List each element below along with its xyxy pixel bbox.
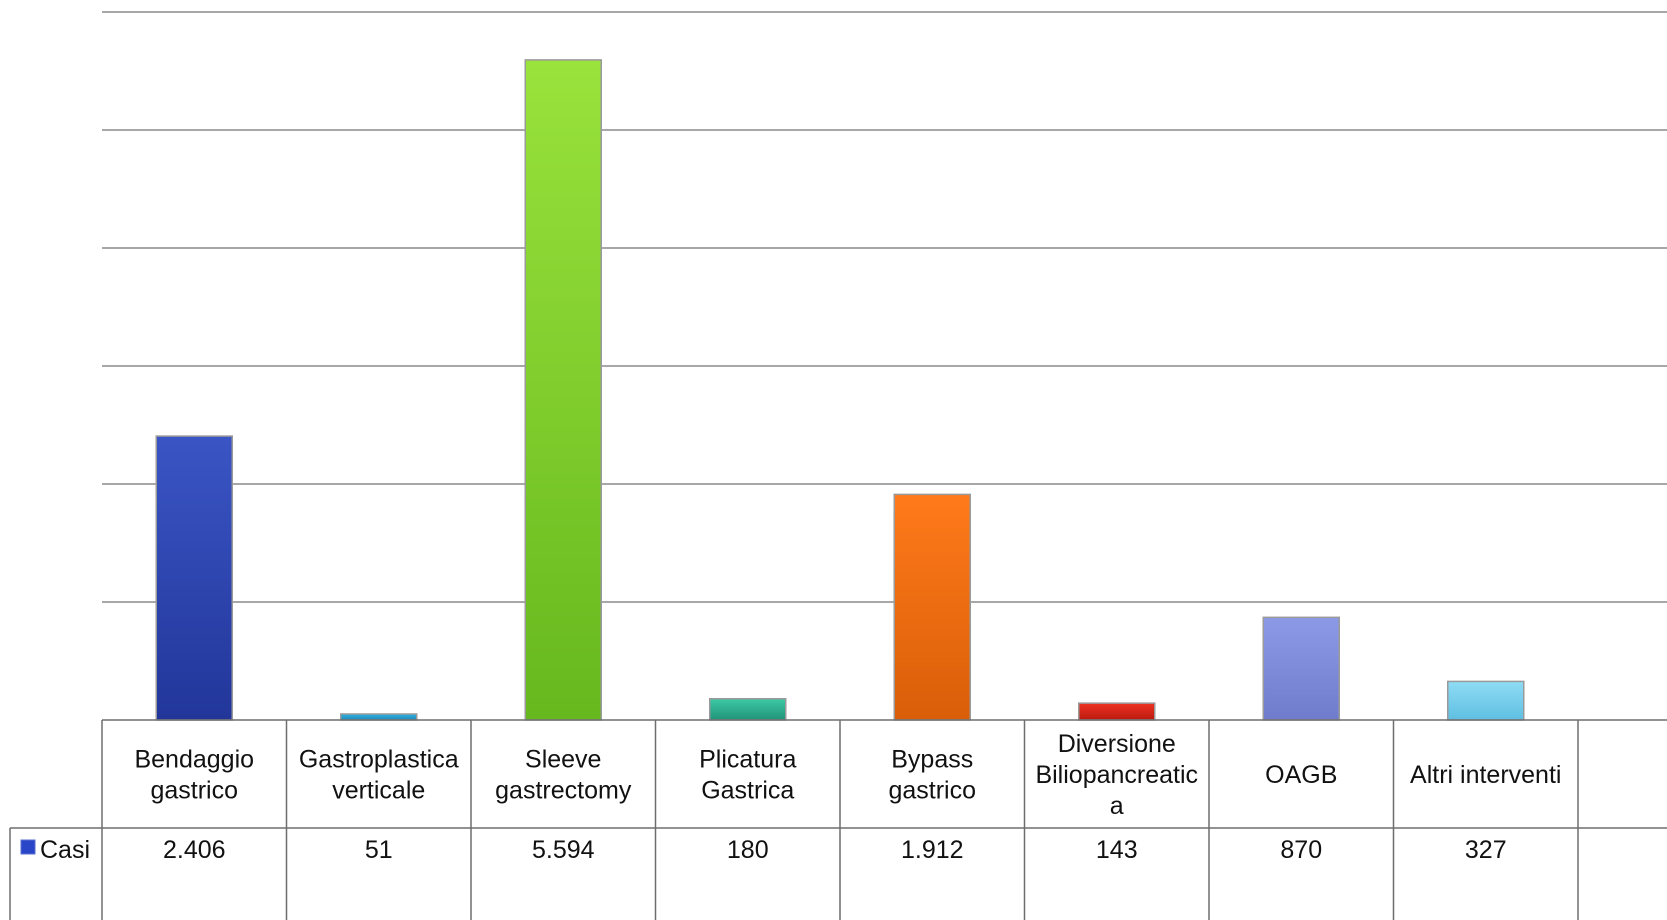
gridlines xyxy=(102,11,1667,603)
category-label-line: Sleeve xyxy=(525,746,601,774)
category-label: Diversione Biliopancreatic a xyxy=(1035,730,1198,820)
data-label: 1.912 xyxy=(901,836,964,864)
bar xyxy=(524,59,602,721)
bar xyxy=(893,493,971,721)
bar xyxy=(709,698,787,721)
category-label: Sleeve gastrectomy xyxy=(495,746,632,805)
bar xyxy=(1447,680,1525,721)
data-label: 51 xyxy=(365,836,393,864)
bar xyxy=(155,435,233,721)
legend-swatch xyxy=(20,839,36,855)
category-label: Altri interventi xyxy=(1410,761,1561,789)
category-label-line: Diversione xyxy=(1058,730,1176,758)
category-label-line: gastrico xyxy=(888,777,976,805)
category-label-line: gastrectomy xyxy=(495,777,632,805)
category-label-line: verticale xyxy=(332,777,425,805)
category-label-line: Gastroplastica xyxy=(299,746,459,774)
data-label: 5.594 xyxy=(532,836,595,864)
category-label-line: Plicatura xyxy=(699,746,796,774)
data-label: 870 xyxy=(1280,836,1322,864)
category-label-line: Bendaggio xyxy=(134,746,254,774)
data-label: 2.406 xyxy=(163,836,226,864)
data-table: Bendaggio gastrico Gastroplastica verticale… xyxy=(9,719,1667,920)
category-label-line: gastrico xyxy=(150,777,238,805)
category-label-line: a xyxy=(1110,792,1124,820)
data-label: 180 xyxy=(727,836,769,864)
category-label: Bypass gastrico xyxy=(888,746,976,805)
category-label: OAGB xyxy=(1265,761,1337,789)
category-label: Plicatura Gastrica xyxy=(699,746,796,805)
category-label-line: Biliopancreatic xyxy=(1035,761,1198,789)
data-label: 327 xyxy=(1465,836,1507,864)
category-label-line: Gastrica xyxy=(701,777,794,805)
bar xyxy=(1078,702,1156,721)
category-label-line: Bypass xyxy=(891,746,973,774)
category-label: Bendaggio gastrico xyxy=(134,746,254,805)
category-label-line: OAGB xyxy=(1265,761,1337,789)
data-label: 143 xyxy=(1096,836,1138,864)
bars xyxy=(155,59,1525,721)
bar xyxy=(340,713,418,721)
category-label: Gastroplastica verticale xyxy=(299,746,459,805)
series-name: Casi xyxy=(40,836,90,864)
category-label-line: Altri interventi xyxy=(1410,761,1561,789)
bar xyxy=(1262,616,1340,721)
